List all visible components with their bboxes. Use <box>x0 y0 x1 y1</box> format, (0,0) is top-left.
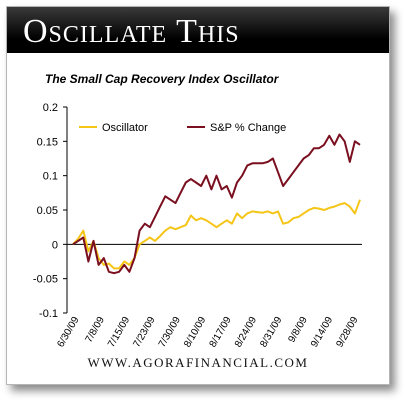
y-tick-label: -0.05 <box>33 274 58 286</box>
banner-title: Oscillate This <box>23 13 240 50</box>
legend-label-oscillator: Oscillator <box>102 122 148 134</box>
line-chart: -0.1 -0.05 0 0.05 0.1 0.15 0.2 6/30/09 7/8/09 7/1… <box>33 102 362 350</box>
x-tick-label: 9/14/09 <box>309 315 335 350</box>
y-tick-label: 0.1 <box>43 171 58 183</box>
series-line-s-p-change <box>72 133 361 275</box>
x-tick-label: 8/24/09 <box>233 315 259 350</box>
legend-label-s-p-change: S&P % Change <box>210 122 286 134</box>
y-tick-label: 0.05 <box>37 205 58 217</box>
x-tick-label: 7/8/09 <box>84 315 108 345</box>
title-banner: Oscillate This <box>7 7 389 53</box>
footer-url: WWW.AGORAFINANCIAL.COM <box>87 355 309 370</box>
chart-title: The Small Cap Recovery Index Oscillator <box>45 72 279 86</box>
x-tick-label: 7/15/09 <box>106 315 132 350</box>
y-tick-label: 0.2 <box>43 102 58 114</box>
y-tick-label: 0.15 <box>37 136 58 148</box>
x-tick-label: 8/10/09 <box>182 315 208 350</box>
chart-card: Oscillate This The Small Cap Recovery In… <box>6 6 390 385</box>
series-line-oscillator <box>72 199 361 270</box>
x-tick-label: 9/28/09 <box>334 315 360 350</box>
x-tick-label: 8/31/09 <box>258 315 284 350</box>
x-tick-label: 6/30/09 <box>55 315 81 350</box>
y-tick-label: -0.1 <box>39 308 58 320</box>
x-tick-label: 9/8/09 <box>286 315 310 345</box>
x-tick-label: 7/23/09 <box>131 315 157 350</box>
y-tick-label: 0 <box>52 239 58 251</box>
x-tick-label: 7/30/09 <box>157 315 183 350</box>
x-tick-label: 8/17/09 <box>208 315 234 350</box>
